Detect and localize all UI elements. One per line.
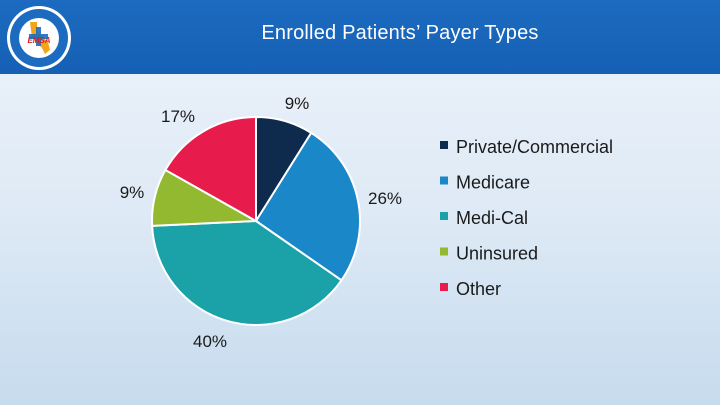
legend-item-medicare: Medicare xyxy=(440,173,530,193)
header-bar: EMSA Enrolled Patients’ Payer Types xyxy=(0,0,720,74)
legend-swatch xyxy=(440,247,448,256)
legend-label: Private/Commercial xyxy=(456,137,613,157)
pie-chart: 9% 26% 40% 9% 17% Private/Commercial Medicare M… xyxy=(120,94,613,351)
data-label-medicare: 26% xyxy=(368,189,402,208)
legend-item-medi-cal: Medi-Cal xyxy=(440,208,528,228)
emsa-logo-icon: EMSA xyxy=(7,6,71,70)
legend-label: Uninsured xyxy=(456,244,538,264)
legend-label: Medicare xyxy=(456,173,530,193)
pie-slice-medi-cal xyxy=(151,219,343,326)
legend-swatch xyxy=(440,212,448,220)
logo-initials: EMSA xyxy=(27,36,50,45)
page-title: Enrolled Patients’ Payer Types xyxy=(261,22,539,44)
pie-slice-other xyxy=(164,115,257,223)
legend-item-other: Other xyxy=(440,279,501,299)
pie-slice-medicare xyxy=(254,131,361,282)
data-label-medi-cal: 40% xyxy=(193,332,227,351)
legend-item-private-commercial: Private/Commercial xyxy=(440,137,613,157)
legend-label: Medi-Cal xyxy=(456,208,528,228)
data-label-other: 17% xyxy=(161,107,195,126)
data-label-private-commercial: 9% xyxy=(285,94,310,113)
legend-label: Other xyxy=(456,279,501,299)
legend-item-uninsured: Uninsured xyxy=(440,244,538,264)
legend-swatch xyxy=(440,176,448,185)
legend-swatch xyxy=(440,141,448,149)
legend-swatch xyxy=(440,283,448,291)
data-label-uninsured: 9% xyxy=(120,183,145,202)
